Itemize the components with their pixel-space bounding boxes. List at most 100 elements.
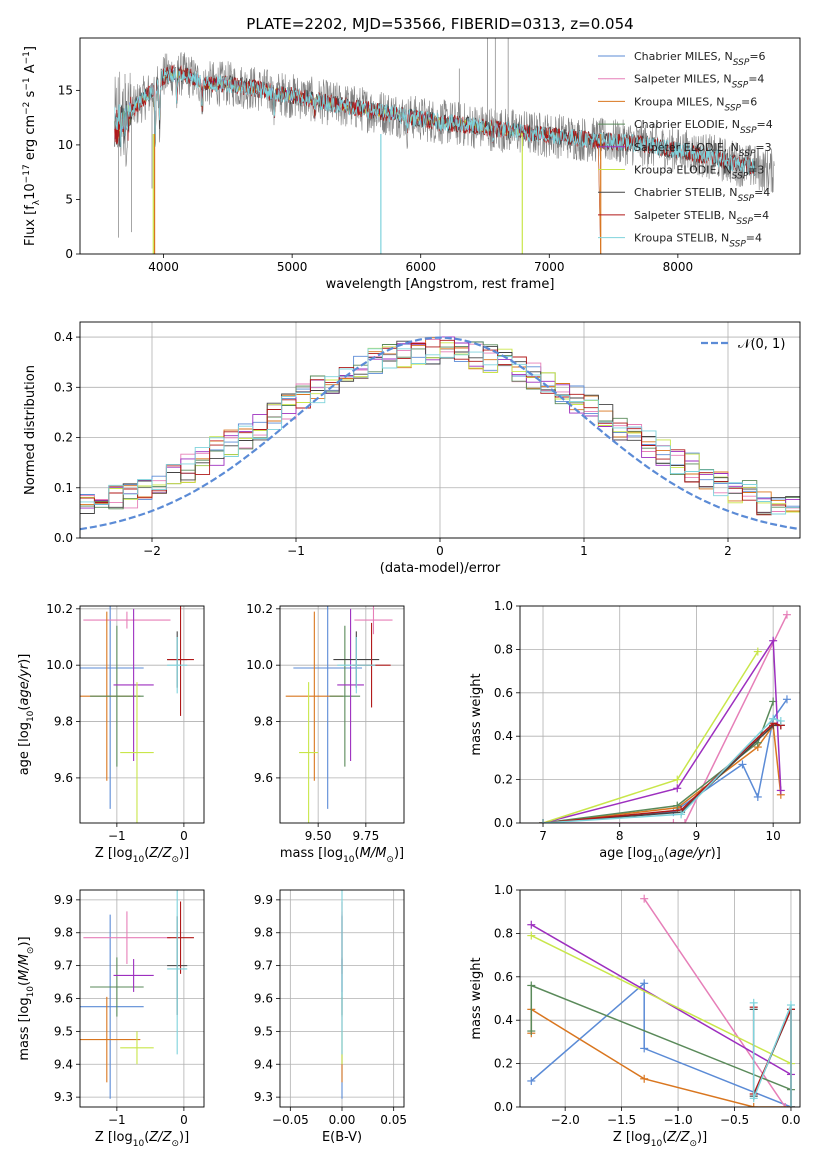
y-tick-label: 0.4 [494,1013,513,1027]
x-tick-label: 6000 [405,260,436,274]
gaussian-curve [80,336,800,531]
y-axis-label: mass weight [469,957,484,1039]
y-tick-label: 9.8 [54,926,73,940]
axes-sfh_Z: −2.0 −1.5 −1.0 −0.5 0.0 0.0 0.2 0.4 0.6 0.8 1.0 Z [… [469,883,801,1149]
sfh-line [542,651,759,823]
x-tick-label: 7000 [534,260,565,274]
axes-mass_vs_ebv: −0.05 0.00 0.05 9.3 9.4 9.5 9.6 9.7 9.8 9.9 E(B-V) [254,889,407,1145]
y-tick-label: 0.0 [54,531,73,545]
axes-age_vs_Z: −1 0 9.6 9.8 10.0 10.2 Z [log10(Z/Z⊙)] age [log… [17,602,205,865]
x-tick-label: 9.75 [352,829,379,843]
x-axis-label: (data-model)/error [380,561,501,576]
model-spectrum [114,68,602,254]
histogram-series [80,340,800,514]
y-tick-label: 9.3 [254,1090,273,1104]
x-tick-label: 10 [766,829,781,843]
y-tick-label: 9.6 [54,992,73,1006]
x-tick-label: 0.00 [329,1113,356,1127]
plot-area-age_vs_Z [80,606,194,823]
x-tick-label: 1 [580,544,588,558]
x-tick-label: −1 [108,1113,126,1127]
legend-label: Salpeter MILES, NSSP=4 [634,73,764,91]
y-axis-label: mass [log10(M/M⊙)] [17,936,36,1060]
axes-spectrum: 4000 5000 6000 7000 8000 0 5 10 15 Chabrier MILES… [22,37,801,292]
plot-area-spectrum [114,38,775,254]
y-tick-label: 0 [65,247,73,261]
axes-frame [519,889,801,1108]
legend-label: Chabrier MILES, NSSP=6 [634,50,766,68]
legend-label: Salpeter ELODIE, NSSP=3 [634,141,772,159]
figure-title: PLATE=2202, MJD=53566, FIBERID=0313, z=0… [246,15,633,33]
plot-area-residuals [80,336,800,531]
y-tick-label: 9.6 [254,992,273,1006]
legend-label: Kroupa MILES, NSSP=6 [634,95,757,113]
x-tick-label: −1.5 [607,1113,636,1127]
sfh-line [542,701,774,823]
x-axis-label: E(B-V) [322,1130,362,1145]
sfh-line [542,717,782,823]
model-spectrum [114,69,602,254]
y-tick-label: 0.2 [494,773,513,787]
sfh-line [752,1007,792,1107]
axes-frame [279,889,405,1108]
plot-area-sfh_age [539,610,791,823]
model-spectrum [114,68,602,254]
axes-sfh_age: 7 8 9 10 0.0 0.2 0.4 0.6 0.8 1.0 age [log10(age/yr… [469,599,801,865]
y-tick-label: 0.0 [494,1100,513,1114]
y-tick-label: 9.3 [54,1090,73,1104]
y-tick-label: 15 [58,83,73,97]
y-tick-label: 10.0 [246,658,273,672]
y-tick-label: 5 [65,192,73,206]
histogram-series [80,339,800,516]
y-tick-label: 0.2 [54,431,73,445]
x-tick-label: −2 [143,544,161,558]
x-tick-label: 0 [180,829,188,843]
x-tick-label: −0.05 [272,1113,309,1127]
y-tick-label: 0.1 [54,481,73,495]
sfh-line [543,614,788,823]
y-tick-label: 10.0 [46,658,73,672]
y-tick-label: 9.7 [54,959,73,973]
y-tick-label: 0.2 [494,1057,513,1071]
y-tick-label: 9.5 [254,1024,273,1038]
x-tick-label: 0.05 [380,1113,407,1127]
y-tick-label: 9.7 [254,959,273,973]
x-tick-label: 2 [724,544,732,558]
x-tick-label: 8000 [663,260,694,274]
y-tick-label: 9.9 [54,893,73,907]
legend-label: Salpeter STELIB, NSSP=4 [634,209,769,227]
sfh-line [643,898,791,1107]
y-tick-label: 1.0 [494,599,513,613]
x-tick-label: 8 [616,829,624,843]
sfh-line [542,724,781,823]
axes-frame [79,321,801,539]
sfh-line [752,1002,792,1107]
axes-frame [279,605,405,824]
x-tick-label: 7 [539,829,547,843]
y-tick-label: 0.8 [494,642,513,656]
sfh-line [542,698,788,823]
x-axis-label: Z [log10(Z/Z⊙)] [95,1130,189,1149]
y-axis-label: age [log10(age/yr)] [17,654,36,776]
legend-label: 𝒩(0, 1) [738,337,785,352]
x-tick-label: 0 [180,1113,188,1127]
y-tick-label: 10.2 [46,602,73,616]
y-tick-label: 9.8 [54,715,73,729]
y-tick-label: 9.6 [54,771,73,785]
x-axis-label: wavelength [Angstrom, rest frame] [326,277,555,292]
axes-mass_vs_Z: −1 0 9.3 9.4 9.5 9.6 9.7 9.8 9.9 Z [log10(Z/Z⊙)] m… [17,889,205,1149]
x-tick-label: −0.5 [720,1113,749,1127]
plot-area-mass_vs_Z [80,890,194,1099]
histogram-series [80,348,800,515]
x-tick-label: 9 [693,829,701,843]
x-tick-label: 9.50 [305,829,332,843]
x-tick-label: 0.0 [781,1113,800,1127]
y-tick-label: 9.8 [254,715,273,729]
y-axis-label: Normed distribution [23,365,38,495]
sfh-line [752,1009,792,1107]
y-tick-label: 0.6 [494,686,513,700]
y-tick-label: 1.0 [494,883,513,897]
legend-label: Chabrier ELODIE, NSSP=4 [634,118,773,136]
legend-label: Chabrier STELIB, NSSP=4 [634,186,770,204]
